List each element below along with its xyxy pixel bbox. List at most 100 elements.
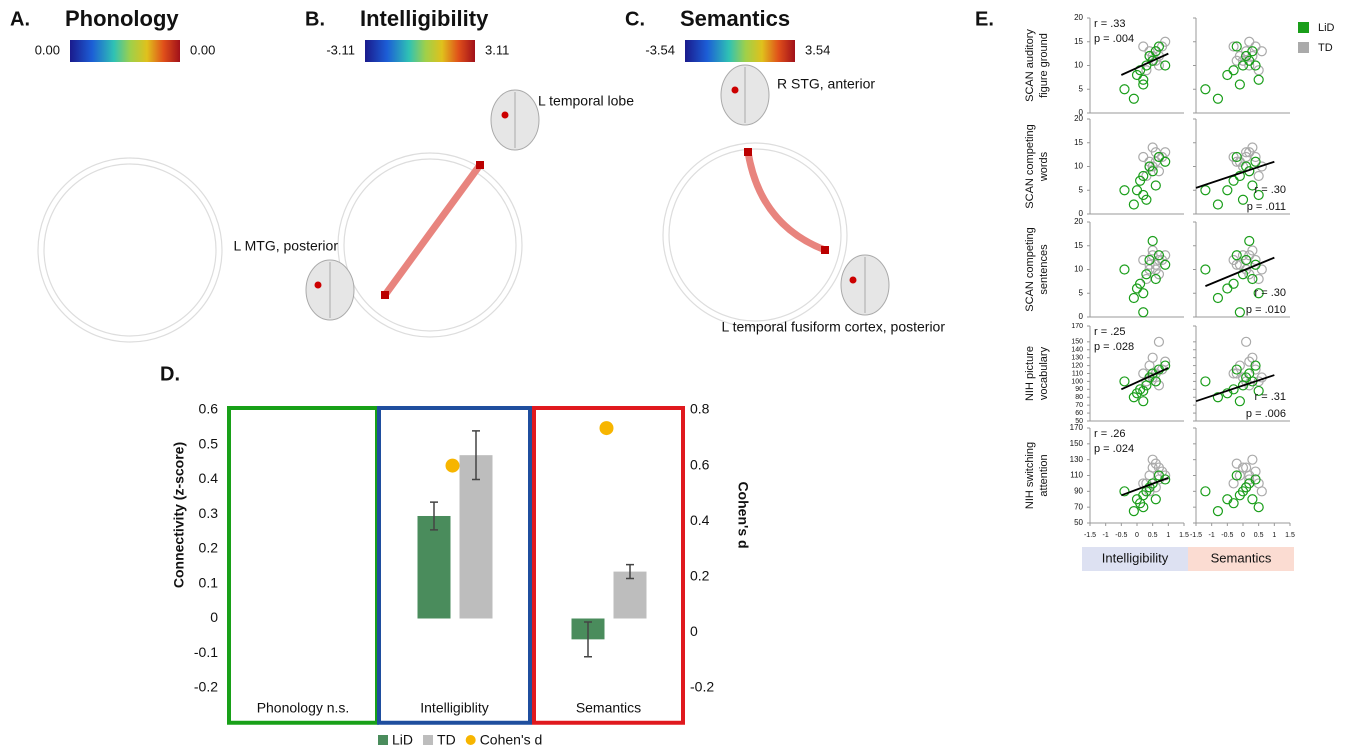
x-tick-label: Semantics [576,699,641,715]
y-axis-title: SCAN auditory [1024,29,1036,102]
y-tick-label: 110 [1072,370,1083,377]
data-point [1148,237,1157,246]
x-tick-label: 1.5 [1285,532,1295,539]
colorbar-max: 3.54 [805,42,830,57]
legend-swatch [1298,42,1309,53]
legend-label: Cohen's d [480,732,543,748]
legend-label: TD [437,732,456,748]
data-point [1129,94,1138,103]
data-point [1133,186,1142,195]
stat-annotation: r = .25 [1094,326,1126,338]
y-tick-label: 50 [1074,518,1083,527]
scatter-panel: r = .31p = .006 [1193,326,1290,421]
x-tick-label: -1 [1103,532,1109,539]
y-tick-label: 90 [1074,486,1083,495]
data-point [1139,397,1148,406]
y-tick-label: 120 [1071,362,1083,369]
y-axis-title: SCAN competing [1024,124,1036,208]
legend-label: TD [1318,42,1333,54]
region-dot [502,112,509,119]
data-point [1257,487,1266,496]
x-tick-label: Phonology n.s. [257,699,350,715]
x-tick-label: 1.5 [1179,532,1189,539]
network-ring [344,159,516,331]
colorbar [365,40,475,62]
scatter-panel [1193,428,1290,523]
region-label: L temporal fusiform cortex, posterior [721,319,945,335]
y2-tick-label: 0.6 [690,456,710,472]
y-tick-label: 0.1 [199,574,219,590]
stat-annotation: p = .006 [1246,408,1286,420]
y-axis-title: NIH switching [1024,442,1036,509]
data-point [1245,237,1254,246]
y-tick-label: 0 [210,609,218,625]
stat-annotation: p = .004 [1094,33,1134,45]
stat-annotation: r = .26 [1094,428,1126,440]
data-point [1139,289,1148,298]
panel-label: D. [160,363,180,385]
effect-size-dot [446,459,460,473]
network-ring [338,153,522,337]
y2-axis-title: Cohen's d [735,481,751,548]
data-point [1120,265,1129,274]
colorbar-max: 0.00 [190,42,215,57]
data-point [1161,61,1170,70]
connection [385,165,480,295]
y-tick-label: 5 [1079,84,1084,93]
node [381,291,389,299]
data-point [1248,495,1257,504]
panel-title: Phonology [65,6,179,31]
colorbar-min: -3.11 [326,42,355,57]
y2-tick-label: 0.8 [690,401,710,417]
data-point [1139,308,1148,317]
data-point [1257,47,1266,56]
x-tick-label: 0 [1241,532,1245,539]
figure: A.Phonology0.000.00B.Intelligibility-3.1… [0,0,1345,750]
data-point [1254,172,1263,181]
category-box [379,408,530,723]
y-axis-title: SCAN competing [1024,227,1036,311]
panel-label: C. [625,8,645,30]
node [821,246,829,254]
legend-swatch [423,735,433,745]
data-point [1151,181,1160,190]
y-axis-title: attention [1038,454,1050,496]
data-point [1129,200,1138,209]
scatter-panel: r = .30p = .010 [1193,222,1290,317]
stat-annotation: p = .024 [1094,443,1134,455]
y-axis-title: NIH picture [1024,346,1036,401]
scatter-panel [1087,222,1184,317]
scatter-panel [1087,119,1184,214]
y-tick-label: 150 [1070,439,1084,448]
scatter-panel: r = .33p = .004 [1087,18,1184,113]
x-tick-label: 0.5 [1254,532,1264,539]
y-tick-label: 20 [1074,217,1083,226]
y-tick-label: 90 [1075,386,1083,393]
x-tick-label: 0 [1135,532,1139,539]
y-tick-label: 15 [1074,37,1083,46]
y-tick-label: -0.1 [194,644,218,660]
y-tick-label: 5 [1079,185,1084,194]
legend-label: LiD [392,732,413,748]
y-axis-title: figure ground [1038,33,1050,98]
colorbar [70,40,180,62]
y-tick-label: -0.2 [194,679,218,695]
data-point [1139,42,1148,51]
y-axis-title: vocabulary [1038,346,1050,400]
y-tick-label: 10 [1074,61,1083,70]
category-box [534,408,683,723]
y-tick-label: 15 [1074,241,1083,250]
data-point [1129,507,1138,516]
x-tick-label: -1.5 [1084,532,1096,539]
x-tick-label: 0.5 [1148,532,1158,539]
data-point [1229,176,1238,185]
x-tick-label: 1 [1166,532,1170,539]
x-tick-label: -0.5 [1115,532,1127,539]
data-point [1248,455,1257,464]
colorbar-max: 3.11 [485,42,509,57]
data-point [1235,308,1244,317]
data-point [1213,294,1222,303]
stat-annotation: p = .011 [1247,201,1286,213]
data-point [1201,487,1210,496]
data-point [1213,507,1222,516]
